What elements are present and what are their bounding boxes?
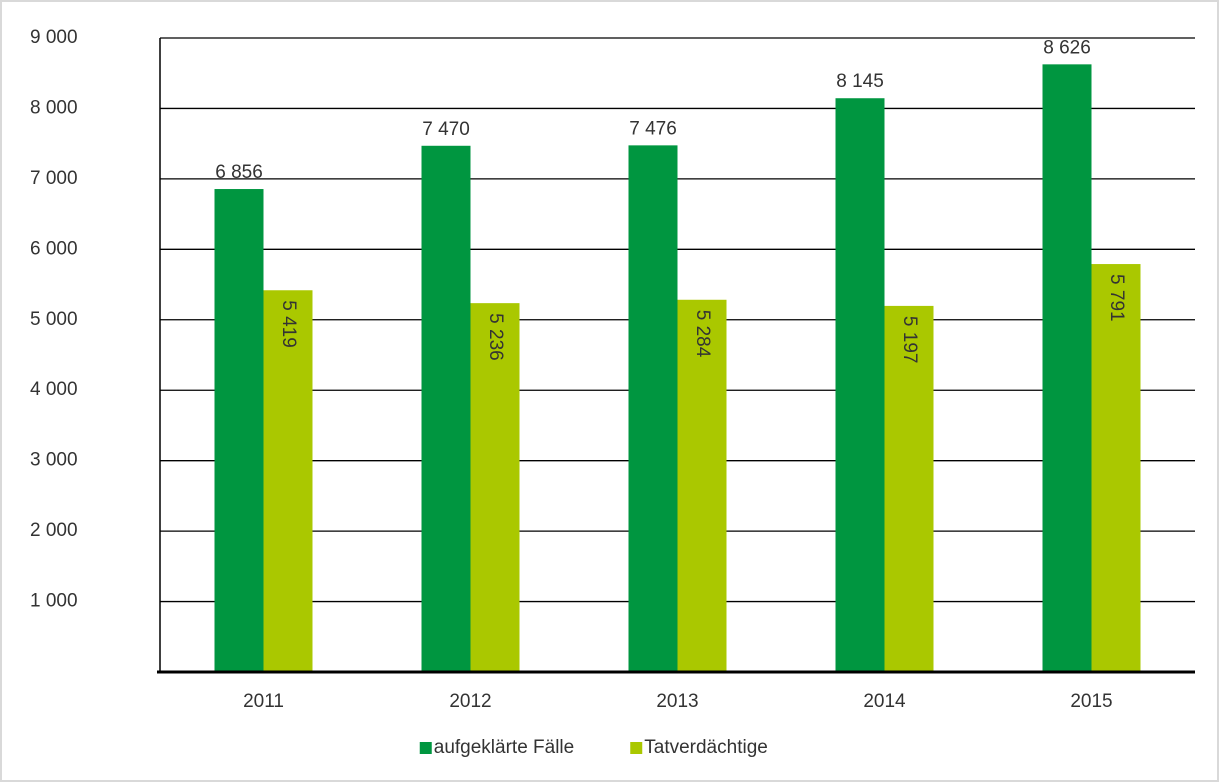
x-tick-label: 2012 bbox=[449, 691, 491, 712]
bar bbox=[835, 98, 885, 673]
y-tick-label: 7 000 bbox=[30, 168, 78, 189]
data-label: 7 476 bbox=[629, 118, 677, 139]
y-tick-label: 6 000 bbox=[30, 238, 78, 259]
y-tick-label: 2 000 bbox=[30, 520, 78, 541]
data-label: 6 856 bbox=[215, 162, 263, 183]
bar bbox=[677, 299, 727, 672]
x-tick-label: 2014 bbox=[863, 691, 906, 712]
y-tick-label: 5 000 bbox=[30, 309, 78, 330]
y-tick-label: 3 000 bbox=[30, 450, 78, 471]
bar bbox=[884, 305, 934, 672]
x-tick-label: 2011 bbox=[243, 691, 284, 712]
y-tick-label: 4 000 bbox=[30, 379, 78, 400]
data-label: 5 197 bbox=[899, 316, 920, 364]
bar bbox=[214, 189, 264, 672]
data-label: 5 791 bbox=[1106, 274, 1127, 322]
data-label: 5 284 bbox=[692, 310, 713, 358]
legend-swatch bbox=[630, 742, 643, 754]
bar bbox=[628, 145, 678, 673]
data-label: 7 470 bbox=[422, 119, 470, 140]
y-tick-label: 1 000 bbox=[30, 591, 78, 612]
legend-label: aufgeklärte Fälle bbox=[434, 737, 574, 758]
data-label: 8 145 bbox=[836, 71, 884, 92]
bar bbox=[421, 145, 471, 672]
x-tick-label: 2013 bbox=[656, 691, 698, 712]
y-tick-label: 8 000 bbox=[30, 97, 78, 118]
data-label: 5 419 bbox=[278, 300, 299, 348]
data-label: 8 626 bbox=[1043, 37, 1091, 58]
bar bbox=[1091, 264, 1141, 672]
x-tick-label: 2015 bbox=[1070, 691, 1112, 712]
bar bbox=[470, 303, 520, 672]
legend-swatch bbox=[419, 742, 432, 754]
legend-label: Tatverdächtige bbox=[644, 737, 768, 758]
y-tick-label: 9 000 bbox=[30, 27, 78, 48]
bar bbox=[263, 290, 313, 672]
bar bbox=[1042, 64, 1092, 673]
data-label: 5 236 bbox=[485, 313, 506, 361]
